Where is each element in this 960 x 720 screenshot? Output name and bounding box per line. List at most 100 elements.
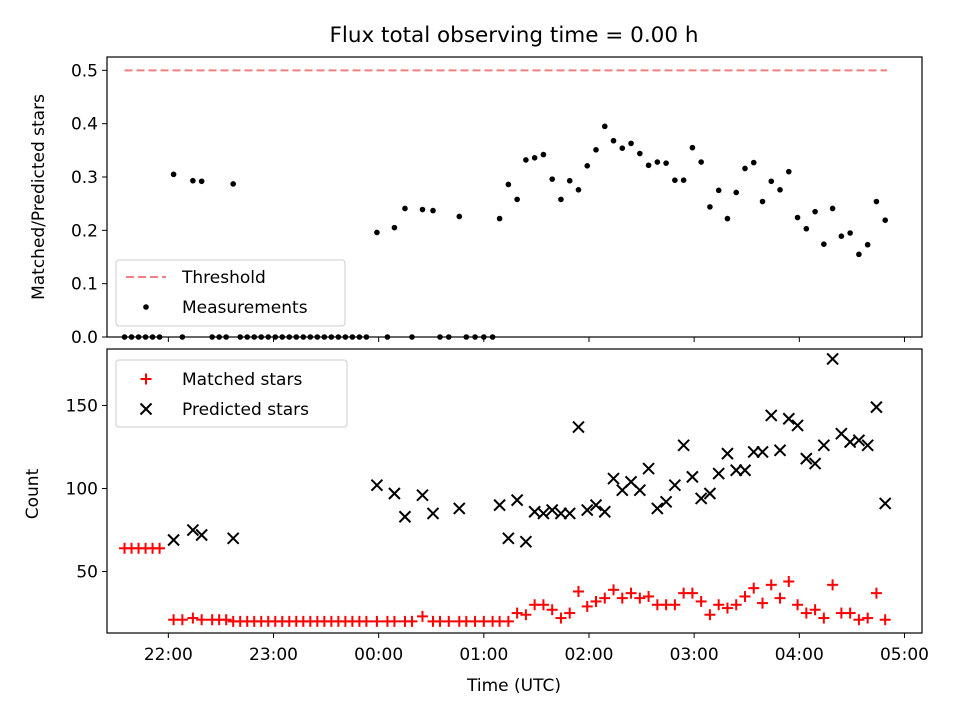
measurement-point (244, 334, 251, 340)
measurement-point (768, 178, 775, 185)
measurement-point (349, 334, 356, 340)
measurement-point (419, 206, 426, 213)
measurement-point (209, 334, 215, 340)
measurement-point (856, 251, 862, 258)
measurement-point (628, 140, 634, 147)
measurement-point (489, 334, 496, 340)
predicted-star-point (721, 447, 734, 460)
measurement-point (812, 208, 818, 215)
measurement-point (847, 230, 853, 236)
predicted-star-point (861, 439, 874, 452)
predicted-star-point (712, 467, 725, 480)
predicted-star-point (808, 457, 822, 470)
predicted-star-point (642, 462, 655, 475)
predicted-star-point (589, 498, 603, 512)
top-y-tick-label: 0.3 (71, 168, 98, 188)
measurement-point (663, 160, 669, 166)
predicted-star-point (186, 523, 200, 537)
bottom-x-tick-label: 02:00 (564, 645, 613, 665)
bottom-x-tick-label: 05:00 (880, 645, 929, 665)
predicted-star-point (659, 495, 673, 509)
measurement-point (514, 196, 520, 203)
top-y-tick-label: 0.2 (71, 221, 98, 241)
predicted-star-point (878, 497, 892, 510)
matched-star-point (564, 607, 576, 619)
predicted-star-point (694, 492, 708, 505)
measurement-point (803, 225, 810, 232)
measurement-point (391, 224, 398, 231)
measurement-point (384, 334, 391, 340)
legend-predicted-label: Predicted stars (182, 400, 309, 420)
matched-star-point (774, 592, 786, 604)
measurement-point (794, 214, 801, 221)
bottom-x-axis-label: Time (UTC) (466, 676, 561, 696)
bottom-y-tick-label: 100 (66, 480, 98, 500)
predicted-star-point (668, 478, 682, 492)
measurement-point (785, 168, 792, 175)
predicted-star-point (852, 434, 866, 447)
bottom-legend: Matched stars Predicted stars (115, 359, 348, 428)
matched-star-point (713, 599, 725, 611)
top-plot-frame (106, 56, 923, 338)
predicted-star-point (537, 507, 550, 520)
matched-star-point (818, 612, 830, 624)
top-chart-title: Flux total observing time = 0.00 h (330, 23, 699, 48)
predicted-star-point (545, 503, 559, 517)
matched-star-point (739, 590, 751, 602)
predicted-star-point (686, 470, 699, 484)
matched-star-point (599, 592, 611, 604)
measurement-point (223, 334, 229, 340)
predicted-star-point (416, 488, 429, 502)
measurement-point (829, 205, 836, 212)
matched-star-point (546, 604, 558, 616)
measurement-point (558, 196, 564, 203)
measurement-point (838, 233, 845, 239)
matched-star-point (581, 600, 593, 612)
measurement-point (300, 334, 307, 340)
predicted-star-point (195, 528, 208, 542)
predicted-star-point (563, 507, 576, 520)
measurement-point (293, 334, 300, 340)
matched-star-point (879, 614, 891, 626)
predicted-star-point (598, 505, 611, 518)
matched-star-point (800, 607, 812, 619)
matched-star-point (643, 590, 655, 602)
measurement-point (230, 181, 236, 187)
legend-matched-label: Matched stars (182, 370, 302, 390)
predicted-star-point (826, 352, 839, 366)
predicted-star-point (730, 464, 743, 477)
measurement-point (873, 198, 880, 205)
matched-star-point (187, 612, 199, 624)
predicted-star-point (426, 507, 440, 520)
measurement-point (654, 159, 661, 165)
measurement-point (321, 334, 328, 340)
measurement-point (437, 334, 443, 340)
bottom-y-axis-label: Count (23, 468, 43, 519)
bottom-x-tick-label: 23:00 (249, 645, 298, 665)
measurement-point (456, 213, 463, 220)
bottom-legend-box (115, 359, 348, 428)
matched-star-point (827, 579, 839, 591)
predicted-star-point (817, 439, 831, 452)
legend-predicted-marker (139, 402, 153, 416)
predicted-star-point (703, 487, 717, 500)
measurement-point (216, 334, 222, 340)
matched-star-point (634, 592, 646, 604)
matched-star-point (220, 614, 232, 626)
predicted-star-point (398, 510, 412, 523)
matched-star-point (388, 615, 400, 627)
measurement-point (142, 334, 149, 340)
predicted-star-point (493, 498, 506, 512)
measurement-point (170, 171, 177, 178)
measurement-point (265, 334, 272, 340)
predicted-star-point (581, 503, 594, 517)
predicted-star-point (782, 412, 796, 425)
matched-star-point (730, 599, 742, 611)
matched-star-point (502, 615, 514, 627)
legend-matched-swatch (140, 373, 152, 385)
measurement-point (286, 334, 293, 340)
measurement-point (707, 204, 713, 210)
matched-star-point (765, 579, 777, 591)
predicted-star-point (388, 487, 401, 500)
measurement-point (505, 181, 512, 188)
